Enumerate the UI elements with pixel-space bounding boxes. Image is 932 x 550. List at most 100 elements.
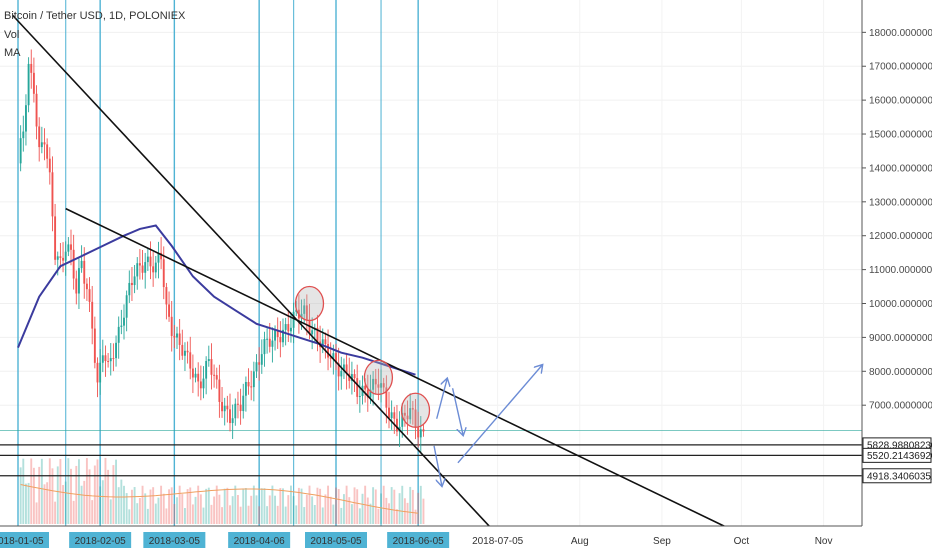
y-tick-label-11: 18000.00000000	[869, 28, 932, 39]
volume-bar-31	[99, 486, 102, 524]
candle-127	[353, 374, 356, 379]
y-tick-label-10: 17000.00000000	[869, 62, 932, 73]
volume-bar-50	[149, 489, 152, 524]
volume-bar-103	[290, 485, 292, 524]
chart-title: Bitcoin / Tether USD, 1D, POLONIEX	[4, 10, 186, 22]
volume-bar-27	[88, 469, 91, 524]
volume-bar-112	[313, 504, 316, 524]
volume-bar-17	[62, 485, 64, 524]
candle-101	[284, 324, 287, 330]
candle-44	[133, 276, 136, 286]
x-tick-label-3: 2018-04-06	[234, 536, 286, 547]
candle-77	[221, 401, 223, 412]
candle-136	[377, 384, 380, 388]
volume-bar-105	[295, 505, 298, 524]
candle-12	[48, 158, 51, 173]
volume-bar-95	[268, 495, 271, 524]
volume-bar-152	[419, 485, 422, 524]
volume-bar-139	[385, 497, 388, 524]
candle-13	[51, 172, 54, 217]
volume-bar-81	[231, 496, 234, 524]
candle-107	[300, 313, 303, 319]
volume-bar-52	[154, 503, 157, 524]
candle-128	[356, 378, 359, 397]
y-tick-label-1: 8000.00000000	[869, 367, 932, 378]
candle-126	[350, 374, 353, 381]
candle-131	[364, 385, 367, 390]
volume-bar-62	[181, 494, 184, 524]
candle-129	[358, 396, 361, 398]
candle-142	[393, 412, 396, 419]
volume-bar-26	[85, 458, 88, 524]
candle-95	[268, 338, 271, 347]
volume-bar-32	[101, 480, 104, 524]
volume-bar-126	[350, 504, 353, 524]
grid-lines	[0, 0, 862, 526]
volume-bar-148	[409, 486, 412, 524]
candle-134	[372, 378, 375, 390]
volume-bar-9	[40, 458, 43, 524]
circle-annotation-0	[294, 285, 325, 322]
volume-bar-92	[260, 488, 263, 524]
y-tick-label-3: 10000.00000000	[869, 299, 932, 310]
candle-23	[78, 268, 80, 294]
y-tick-label-2: 9000.00000000	[869, 333, 932, 344]
candle-8	[38, 126, 41, 148]
ma-line	[17, 224, 416, 376]
candle-118	[329, 357, 332, 359]
volume-bar-11	[46, 482, 49, 524]
volume-bar-110	[308, 485, 311, 524]
volume-bar-38	[117, 487, 120, 524]
candle-30	[96, 362, 99, 383]
candle-62	[181, 344, 184, 356]
volume-bar-98	[276, 505, 279, 524]
price-level-lines	[0, 430, 862, 477]
volume-bar-55	[162, 493, 165, 524]
indicator-vol-label[interactable]: Vol	[4, 29, 19, 41]
volume-bar-84	[239, 506, 242, 524]
candle-138	[382, 383, 385, 388]
x-tick-label-2: 2018-03-05	[149, 536, 201, 547]
candle-2	[22, 131, 25, 139]
candle-51	[152, 266, 155, 273]
x-axis-panel	[0, 526, 932, 550]
volume-bar-111	[311, 496, 314, 524]
candle-48	[144, 262, 147, 273]
candle-89	[252, 371, 255, 388]
volume-bar-6	[32, 467, 35, 524]
candle-47	[141, 265, 144, 273]
candle-143	[396, 418, 398, 432]
candle-1	[19, 138, 22, 164]
volume-bar-130	[361, 493, 364, 524]
volume-bar-70	[202, 507, 205, 524]
volume-bar-68	[197, 485, 200, 524]
volume-bar-10	[43, 484, 46, 524]
x-tick-bg-2	[143, 532, 206, 548]
candles	[19, 49, 425, 454]
volume-bar-33	[104, 457, 107, 524]
candle-96	[271, 340, 274, 347]
volume-bar-119	[332, 504, 335, 524]
candle-21	[72, 249, 75, 279]
volume-bar-114	[319, 488, 322, 524]
volume-bar-76	[218, 494, 221, 524]
indicator-ma-label[interactable]: MA	[4, 47, 21, 59]
volume-bar-57	[168, 489, 170, 524]
trendline-0	[12, 14, 496, 533]
volume-bar-82	[234, 485, 237, 524]
volume-bar-40	[123, 485, 125, 524]
volume-bar-89	[252, 485, 255, 524]
x-tick-label-10: Nov	[815, 536, 833, 547]
volume-bar-108	[303, 507, 306, 524]
moving-average	[17, 224, 416, 376]
volume-bar-102	[287, 495, 290, 524]
candle-63	[184, 350, 186, 356]
x-tick-label-1: 2018-02-05	[75, 536, 127, 547]
candle-53	[157, 252, 160, 263]
candle-66	[191, 368, 194, 378]
volume-bar-23	[78, 459, 80, 524]
candle-94	[266, 338, 269, 340]
candle-97	[274, 329, 276, 341]
candle-122	[340, 370, 343, 377]
volume-bar-123	[343, 494, 345, 524]
